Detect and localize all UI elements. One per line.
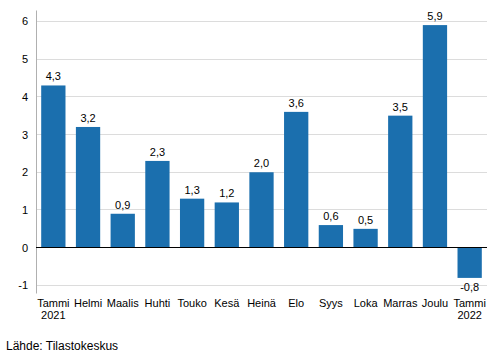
x-tick: Syys — [319, 293, 343, 309]
grid-line — [36, 134, 487, 135]
y-tick-label: 3 — [22, 129, 28, 141]
y-tick: 3 — [22, 129, 36, 141]
x-tick-label: Huhti — [145, 297, 171, 309]
y-tick-label: 0 — [22, 242, 28, 254]
x-tick-label: Touko — [177, 297, 206, 309]
y-tick: 0 — [22, 242, 36, 254]
data-label: 0,5 — [358, 214, 373, 226]
bar — [249, 172, 273, 247]
grid-line — [36, 96, 487, 97]
x-tick: Joulu — [422, 293, 448, 309]
bar — [180, 199, 204, 248]
data-label: 3,5 — [393, 101, 408, 113]
x-tick: Loka — [354, 293, 379, 309]
x-tick: Tammi2021 — [37, 293, 69, 321]
bar — [423, 25, 447, 248]
data-label: 3,6 — [289, 97, 304, 109]
grid — [36, 21, 487, 285]
bar — [388, 116, 412, 248]
bars — [41, 25, 482, 278]
data-label: 0,6 — [323, 210, 338, 222]
y-tick-label: 4 — [22, 91, 28, 103]
y-tick: -1 — [18, 279, 36, 291]
bar — [458, 248, 482, 278]
x-tick: Kesä — [214, 293, 240, 309]
x-tick: Elo — [288, 293, 304, 309]
y-tick: 5 — [22, 53, 36, 65]
y-tick: 2 — [22, 166, 36, 178]
grid-line — [36, 285, 487, 286]
bar — [215, 202, 239, 247]
y-tick-label: 2 — [22, 166, 28, 178]
data-label: 4,3 — [46, 70, 61, 82]
y-tick-label: -1 — [18, 279, 28, 291]
x-tick-label: Elo — [288, 297, 304, 309]
x-tick: Heinä — [247, 293, 277, 309]
data-label: 5,9 — [427, 10, 442, 22]
grid-line — [36, 21, 487, 22]
y-tick-label: 5 — [22, 53, 28, 65]
y-tick-label: 6 — [22, 15, 28, 27]
bar — [319, 225, 343, 248]
y-tick: 4 — [22, 91, 36, 103]
bar — [284, 112, 308, 248]
x-tick-label: Tammi2021 — [37, 297, 69, 322]
x-tick: Maalis — [107, 293, 139, 309]
x-tick-label: Marras — [383, 297, 418, 309]
data-labels: 4,3 3,2 0,9 2,3 1,3 1,2 2,0 3,6 0,6 0,5 3,5 5,9 -0,8 — [46, 10, 479, 293]
x-tick-label: Loka — [354, 297, 379, 309]
bar — [111, 214, 135, 248]
grid-line — [36, 247, 487, 248]
x-tick: Tammi2022 — [453, 293, 485, 321]
bar — [76, 127, 100, 248]
y-axis-line — [36, 11, 37, 294]
x-tick-label: Joulu — [422, 297, 448, 309]
x-tick-label: Tammi2022 — [453, 297, 485, 322]
x-tick: Helmi — [74, 293, 102, 309]
y-axis: -1 0 1 2 3 4 5 6 — [18, 11, 36, 294]
x-tick-label: Heinä — [247, 297, 277, 309]
data-label: 1,2 — [219, 187, 234, 199]
x-tick-label: Maalis — [107, 297, 139, 309]
data-label: 1,3 — [184, 184, 199, 196]
data-label: 2,0 — [254, 157, 269, 169]
zero-line — [36, 247, 487, 248]
x-tick-label: Syys — [319, 297, 343, 309]
data-label: -0,8 — [460, 281, 479, 293]
bar — [145, 161, 169, 248]
plot: -1 0 1 2 3 4 5 6 Tammi2021 Helmi Maalis Huhti Touko K… — [18, 10, 487, 321]
x-tick-label: Kesä — [214, 297, 240, 309]
y-tick: 6 — [22, 15, 36, 27]
y-tick: 1 — [22, 204, 36, 216]
x-tick-label: Helmi — [74, 297, 102, 309]
data-label: 2,3 — [150, 146, 165, 158]
x-tick: Touko — [177, 293, 206, 309]
x-tick: Marras — [383, 293, 418, 309]
grid-line — [36, 59, 487, 60]
data-label: 3,2 — [80, 112, 95, 124]
y-tick-label: 1 — [22, 204, 28, 216]
bar — [353, 229, 377, 248]
source: Lähde: Tilastokeskus — [6, 339, 118, 353]
data-label: 0,9 — [115, 199, 130, 211]
bar — [41, 85, 65, 247]
x-axis: Tammi2021 Helmi Maalis Huhti Touko Kesä Heinä E… — [37, 293, 486, 321]
x-tick: Huhti — [145, 293, 171, 309]
